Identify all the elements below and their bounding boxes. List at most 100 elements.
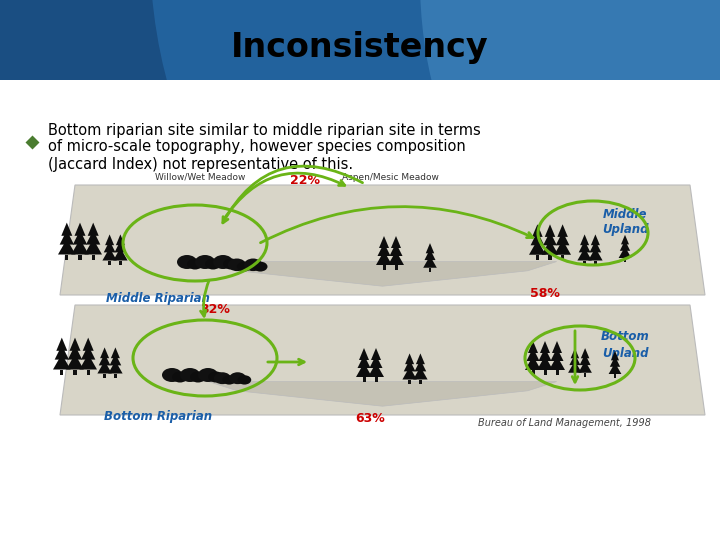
- Polygon shape: [55, 345, 69, 360]
- Polygon shape: [91, 254, 95, 260]
- Polygon shape: [416, 353, 425, 364]
- Polygon shape: [529, 240, 546, 255]
- Polygon shape: [102, 248, 117, 260]
- Polygon shape: [620, 240, 630, 251]
- Text: Bottom riparian site similar to middle riparian site in terms: Bottom riparian site similar to middle r…: [48, 123, 481, 138]
- Ellipse shape: [162, 368, 182, 382]
- Polygon shape: [579, 241, 590, 252]
- Ellipse shape: [253, 262, 268, 272]
- Polygon shape: [570, 354, 580, 365]
- Polygon shape: [376, 251, 392, 265]
- Polygon shape: [99, 354, 110, 366]
- Polygon shape: [359, 348, 369, 360]
- Text: Inconsistency: Inconsistency: [231, 30, 489, 64]
- Polygon shape: [571, 348, 579, 359]
- Polygon shape: [557, 224, 568, 237]
- Ellipse shape: [420, 0, 720, 280]
- Polygon shape: [86, 230, 100, 245]
- Polygon shape: [73, 230, 87, 245]
- Polygon shape: [371, 348, 381, 360]
- Polygon shape: [580, 354, 590, 365]
- Polygon shape: [84, 239, 102, 254]
- Polygon shape: [61, 222, 72, 236]
- Polygon shape: [79, 354, 97, 369]
- Polygon shape: [97, 361, 112, 374]
- Polygon shape: [610, 356, 620, 367]
- Polygon shape: [395, 265, 397, 270]
- Text: 58%: 58%: [530, 287, 560, 300]
- Polygon shape: [78, 254, 81, 260]
- Polygon shape: [379, 236, 389, 248]
- Text: 63%: 63%: [355, 412, 385, 425]
- Ellipse shape: [150, 0, 720, 375]
- Polygon shape: [369, 355, 382, 368]
- Polygon shape: [114, 374, 117, 378]
- Polygon shape: [70, 338, 81, 351]
- Polygon shape: [537, 356, 553, 370]
- Polygon shape: [531, 370, 534, 375]
- Polygon shape: [591, 234, 600, 245]
- Polygon shape: [536, 255, 539, 260]
- Polygon shape: [581, 348, 590, 359]
- Polygon shape: [391, 236, 401, 248]
- Ellipse shape: [195, 255, 215, 269]
- Polygon shape: [578, 361, 592, 373]
- Ellipse shape: [180, 368, 200, 382]
- Text: Bottom
Upland: Bottom Upland: [600, 330, 649, 360]
- Ellipse shape: [237, 262, 251, 272]
- Polygon shape: [545, 224, 555, 237]
- Polygon shape: [526, 348, 539, 361]
- Ellipse shape: [187, 259, 203, 269]
- Ellipse shape: [238, 375, 251, 384]
- Polygon shape: [388, 251, 404, 265]
- Polygon shape: [531, 232, 544, 245]
- Polygon shape: [584, 373, 586, 377]
- Polygon shape: [86, 369, 90, 375]
- Polygon shape: [65, 254, 68, 260]
- Polygon shape: [549, 356, 565, 370]
- Ellipse shape: [190, 372, 206, 382]
- Polygon shape: [109, 354, 121, 366]
- Polygon shape: [390, 243, 402, 256]
- Polygon shape: [119, 260, 122, 265]
- Polygon shape: [426, 243, 434, 253]
- Polygon shape: [556, 232, 570, 245]
- Polygon shape: [423, 256, 437, 268]
- Text: (Jaccard Index) not representative of this.: (Jaccard Index) not representative of th…: [48, 157, 353, 172]
- Polygon shape: [549, 255, 552, 260]
- Ellipse shape: [213, 255, 233, 269]
- Polygon shape: [377, 243, 390, 256]
- Polygon shape: [81, 345, 95, 360]
- Polygon shape: [58, 239, 76, 254]
- Polygon shape: [611, 351, 619, 360]
- Polygon shape: [56, 338, 67, 351]
- Polygon shape: [382, 265, 385, 270]
- Polygon shape: [408, 380, 411, 384]
- Polygon shape: [108, 361, 122, 374]
- Text: 32%: 32%: [200, 303, 230, 316]
- Polygon shape: [60, 369, 63, 375]
- Polygon shape: [114, 241, 126, 252]
- Polygon shape: [73, 369, 76, 375]
- Polygon shape: [594, 260, 597, 265]
- Polygon shape: [104, 241, 115, 252]
- Polygon shape: [544, 370, 546, 375]
- Polygon shape: [105, 234, 114, 245]
- Polygon shape: [556, 370, 559, 375]
- Polygon shape: [356, 363, 372, 377]
- Ellipse shape: [205, 259, 221, 269]
- Polygon shape: [116, 234, 125, 245]
- Polygon shape: [428, 268, 431, 272]
- Polygon shape: [83, 338, 94, 351]
- Polygon shape: [543, 232, 557, 245]
- Polygon shape: [402, 367, 417, 380]
- Polygon shape: [60, 305, 705, 415]
- Polygon shape: [68, 345, 82, 360]
- Polygon shape: [613, 374, 616, 378]
- Polygon shape: [583, 260, 586, 265]
- Polygon shape: [618, 247, 631, 258]
- Polygon shape: [624, 258, 626, 262]
- Ellipse shape: [0, 0, 720, 420]
- Ellipse shape: [228, 259, 246, 271]
- Polygon shape: [74, 222, 86, 236]
